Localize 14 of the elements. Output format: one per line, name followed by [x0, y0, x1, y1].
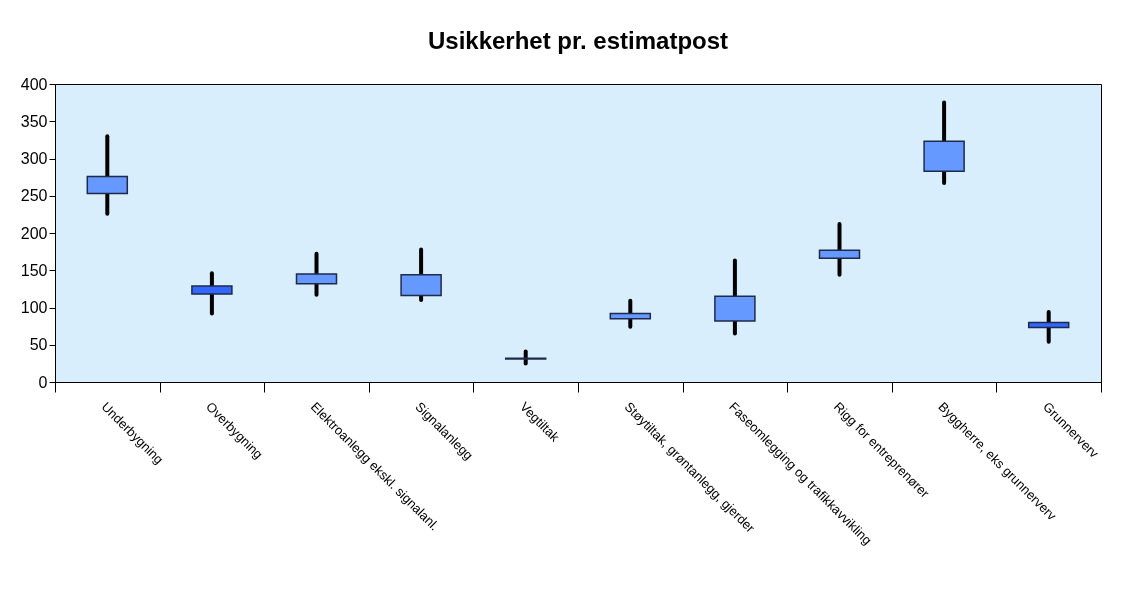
y-tick-label: 150 — [20, 261, 48, 279]
candlestick — [818, 222, 861, 277]
candlestick — [191, 271, 233, 316]
y-tick-label: 350 — [20, 112, 48, 130]
candlestick — [295, 251, 338, 297]
y-tick-label: 250 — [20, 187, 48, 205]
y-tick-label: 100 — [20, 299, 48, 316]
y-tick-label: 400 — [20, 75, 48, 93]
y-tick-label: 50 — [29, 336, 48, 354]
chart-title: Usikkerhet pr. estimatpost — [427, 27, 729, 54]
candlestick — [504, 349, 547, 366]
y-tick-label: 200 — [20, 224, 48, 242]
y-tick-label: 300 — [20, 150, 48, 167]
y-tick-label: 0 — [38, 373, 48, 391]
